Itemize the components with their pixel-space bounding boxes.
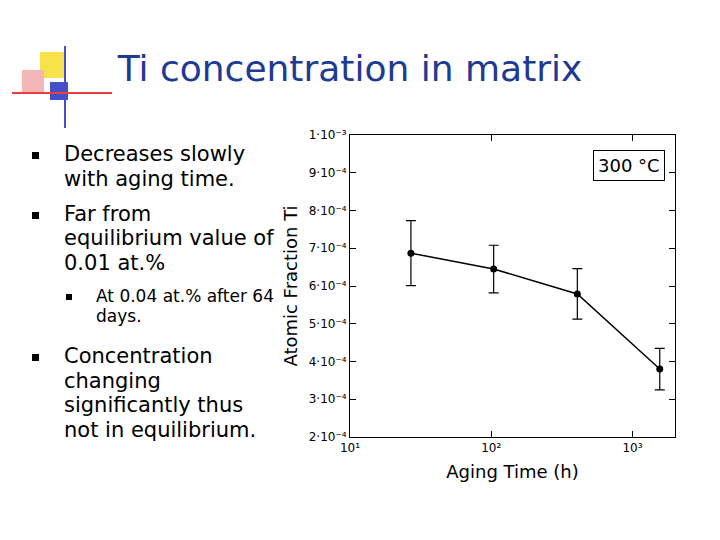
html-text:At 0.04 at.% after 64 days.: At 0.04 at.% after 64 days. [96, 285, 274, 326]
svg-text:2·10⁻⁴: 2·10⁻⁴ [309, 430, 347, 444]
svg-text:Atomic Fraction Ti: Atomic Fraction Ti [280, 205, 301, 366]
svg-text:8·10⁻⁴: 8·10⁻⁴ [309, 204, 347, 218]
svg-text:10³: 10³ [622, 441, 642, 455]
svg-text:3·10⁻⁴: 3·10⁻⁴ [309, 392, 347, 406]
svg-text:5·10⁻⁴: 5·10⁻⁴ [309, 317, 347, 331]
svg-text:10¹: 10¹ [340, 441, 360, 455]
svg-text:Aging Time (h): Aging Time (h) [446, 461, 579, 482]
svg-text:9·10⁻⁴: 9·10⁻⁴ [309, 166, 347, 180]
svg-text:4·10⁻⁴: 4·10⁻⁴ [309, 355, 347, 369]
svg-text:6·10⁻⁴: 6·10⁻⁴ [309, 279, 347, 293]
svg-text:1·10⁻³: 1·10⁻³ [309, 128, 347, 142]
svg-text:10²: 10² [481, 441, 501, 455]
html-text:Far from equilibrium value of: Far from equilibrium value of 0.01 at.% [64, 201, 274, 276]
html-text:Concentration changing signifi: Concentration changing significantly thu… [64, 343, 257, 443]
svg-text:7·10⁻⁴: 7·10⁻⁴ [309, 241, 347, 255]
svg-text:300 °C: 300 °C [598, 155, 660, 176]
html-text:Decreases slowly with aging ti: Decreases slowly with aging time. [64, 142, 246, 191]
html-text:Ti concentration in matrix: Ti concentration in matrix [117, 48, 583, 89]
